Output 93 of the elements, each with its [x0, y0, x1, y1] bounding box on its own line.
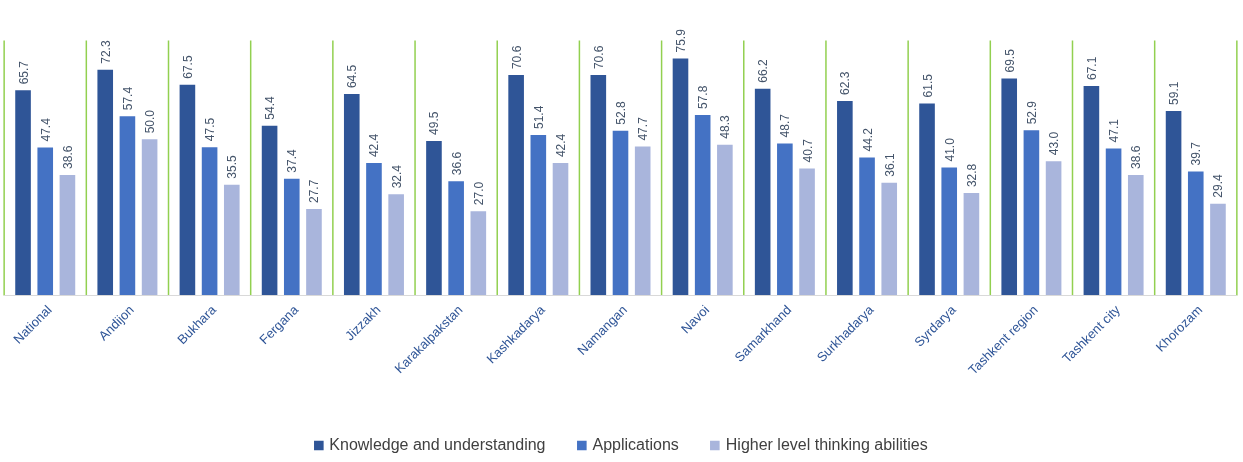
data-label: 42.4	[554, 133, 569, 158]
bar	[1165, 110, 1182, 296]
data-label: 70.6	[509, 45, 524, 70]
data-label: 49.5	[427, 111, 442, 135]
bar	[343, 94, 360, 296]
bar	[470, 211, 487, 296]
bar	[15, 90, 31, 296]
bar	[963, 193, 980, 296]
bar	[179, 84, 196, 296]
data-label: 44.2	[860, 127, 875, 152]
bar	[552, 163, 569, 296]
data-label: 66.2	[756, 59, 771, 83]
bar	[634, 146, 651, 296]
bar	[1045, 161, 1062, 296]
data-label: 37.4	[285, 149, 300, 173]
data-label: 72.3	[98, 40, 113, 64]
bar	[508, 75, 524, 296]
data-label: 32.4	[389, 164, 404, 189]
data-label: 62.3	[838, 71, 853, 95]
data-label: 59.1	[1167, 81, 1182, 105]
bar	[1083, 85, 1100, 296]
bar	[366, 163, 382, 296]
legend-label: Higher level thinking abilities	[725, 436, 928, 454]
data-label: 50.0	[143, 109, 158, 134]
bar	[1127, 174, 1144, 296]
data-label: 61.5	[920, 73, 935, 98]
bar	[448, 181, 464, 296]
bar	[919, 103, 935, 296]
bar	[694, 115, 711, 296]
data-label: 38.6	[60, 145, 75, 169]
data-label: 65.7	[16, 60, 31, 85]
bar	[530, 135, 547, 296]
data-label: 38.6	[1129, 145, 1144, 169]
bar	[201, 147, 218, 296]
data-label: 47.7	[636, 116, 651, 141]
bar	[754, 88, 771, 296]
bar	[837, 100, 853, 296]
bar	[881, 182, 898, 296]
data-label: 47.4	[38, 117, 53, 142]
bar	[283, 178, 300, 296]
bar	[37, 147, 54, 296]
bar	[426, 140, 442, 296]
data-label: 67.1	[1084, 56, 1099, 80]
bar	[717, 144, 733, 296]
data-label: 32.8	[964, 163, 979, 188]
data-label: 47.1	[1107, 118, 1122, 143]
bar	[799, 168, 815, 296]
bar	[1105, 148, 1122, 296]
data-label: 29.4	[1211, 174, 1226, 198]
bar	[1001, 78, 1018, 296]
data-label: 42.4	[367, 133, 382, 158]
data-label: 39.7	[1189, 141, 1204, 166]
data-label: 47.5	[203, 117, 218, 142]
bar	[859, 157, 875, 296]
data-label: 57.8	[696, 85, 711, 110]
legend-label: Knowledge and understanding	[329, 436, 546, 454]
bar	[223, 184, 240, 296]
bar	[388, 194, 404, 296]
bar	[941, 167, 958, 296]
data-label: 36.1	[882, 153, 897, 177]
data-label: 70.6	[591, 45, 606, 70]
bar	[672, 58, 689, 296]
data-label: 57.4	[120, 86, 135, 111]
bar	[1210, 203, 1226, 296]
data-label: 27.7	[307, 179, 322, 204]
data-label: 54.4	[263, 95, 278, 120]
bar	[1023, 130, 1040, 296]
legend-label: Applications	[592, 436, 679, 454]
data-label: 40.7	[800, 138, 815, 163]
data-label: 43.0	[1047, 131, 1062, 156]
data-label: 75.9	[673, 28, 688, 53]
bar	[612, 130, 629, 296]
data-label: 52.8	[614, 100, 628, 125]
data-label: 41.0	[942, 137, 957, 162]
data-label: 67.5	[180, 55, 195, 79]
bar	[590, 75, 607, 296]
bar	[1187, 171, 1204, 296]
bar	[119, 116, 136, 296]
data-label: 51.4	[531, 105, 546, 129]
bar	[141, 139, 158, 296]
bar	[261, 125, 278, 296]
bar	[306, 209, 322, 296]
data-label: 48.3	[718, 115, 733, 139]
bar	[97, 69, 114, 296]
data-label: 64.5	[345, 64, 360, 89]
data-label: 48.7	[778, 113, 793, 138]
data-label: 36.6	[449, 151, 464, 176]
bar	[777, 143, 793, 296]
data-label: 35.5	[225, 154, 240, 179]
data-label: 52.9	[1024, 100, 1039, 125]
data-label: 69.5	[1002, 48, 1017, 73]
bar	[59, 174, 76, 296]
data-label: 27.0	[471, 181, 486, 206]
